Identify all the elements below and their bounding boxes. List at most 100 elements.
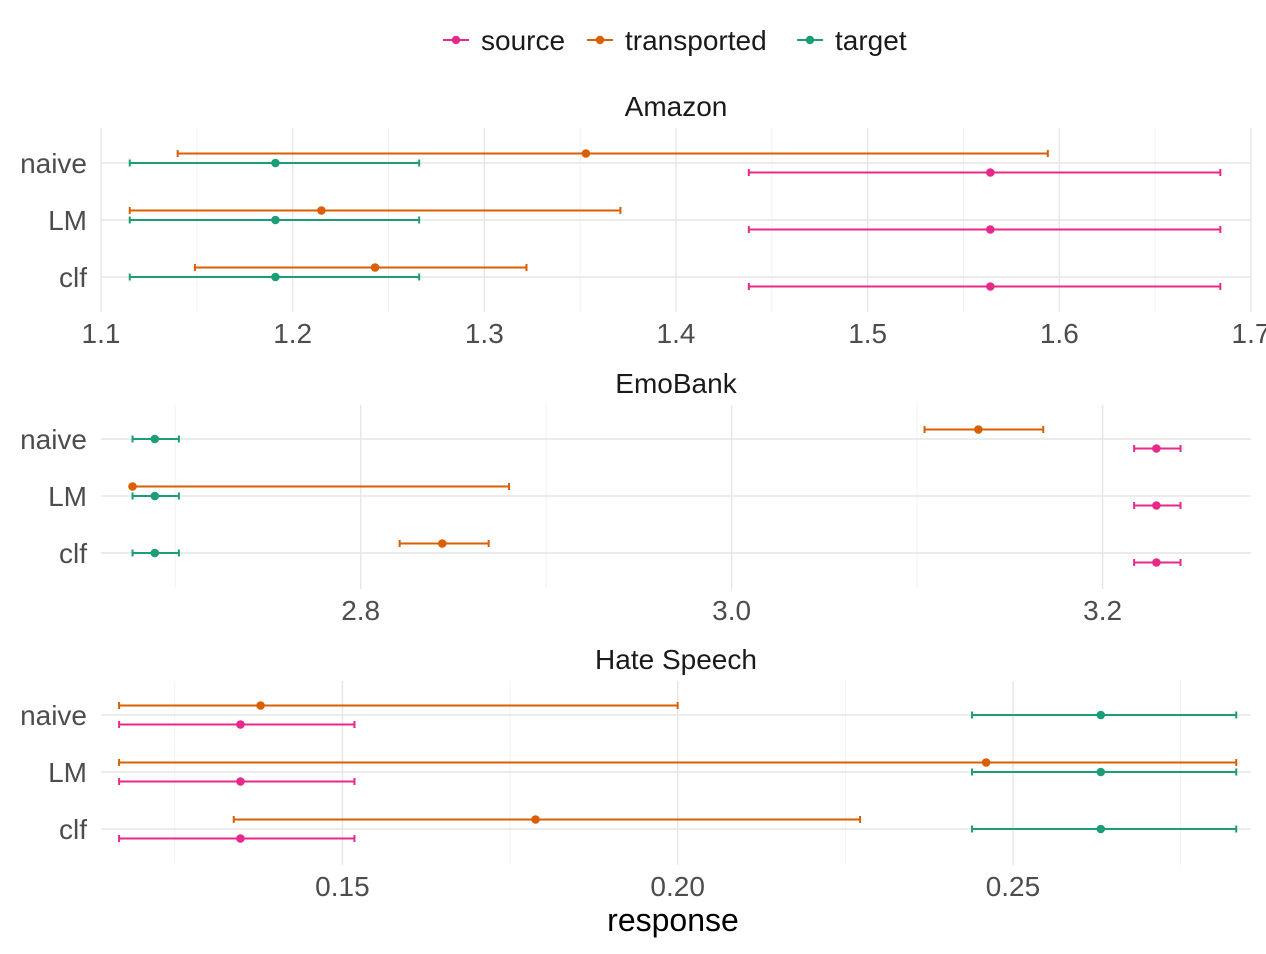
errorbar-transported-clf (232, 815, 862, 824)
errorbar-target-lm (131, 491, 180, 501)
point-estimate (1096, 824, 1106, 834)
errorbar-transported-lm (128, 206, 622, 215)
legend-label: transported (625, 25, 767, 56)
x-tick-label: 1.2 (273, 318, 312, 349)
y-category-label-lm: LM (48, 481, 87, 512)
series-transported (118, 701, 1238, 824)
point-estimate (986, 282, 995, 291)
point-estimate (986, 168, 995, 177)
errorbar-transported-naive (118, 701, 679, 710)
x-axis-title: response (607, 902, 739, 938)
point-estimate (236, 777, 245, 786)
legend-item-target: target (797, 25, 907, 56)
errorbar-target-lm (971, 767, 1238, 777)
errorbar-target-clf (971, 824, 1238, 834)
x-tick-label: 3.2 (1083, 595, 1122, 626)
errorbar-target-naive (128, 158, 421, 168)
legend-key-dot (595, 35, 605, 45)
x-tick-label: 2.8 (341, 595, 380, 626)
point-estimate (150, 548, 160, 558)
errorbar-transported-lm (118, 758, 1238, 767)
point-estimate (150, 491, 160, 501)
point-estimate (1152, 501, 1161, 510)
errorbar-target-naive (131, 434, 180, 444)
x-tick-label: 0.20 (650, 871, 705, 902)
y-category-label-naive: naive (20, 424, 87, 455)
point-estimate (150, 434, 160, 444)
point-estimate (986, 225, 995, 234)
x-tick-label: 1.5 (848, 318, 887, 349)
series-transported (128, 425, 1045, 548)
series-target (971, 710, 1238, 834)
point-estimate (581, 149, 591, 158)
panel-title: EmoBank (615, 368, 737, 399)
point-estimate (974, 425, 983, 434)
point-estimate (1096, 710, 1106, 720)
y-category-label-lm: LM (48, 205, 87, 236)
errorbar-transported-naive (923, 425, 1045, 434)
y-category-label-naive: naive (20, 700, 87, 731)
series-source (747, 168, 1222, 291)
point-estimate (531, 815, 540, 824)
series-source (118, 720, 356, 843)
x-tick-label: 1.1 (82, 318, 121, 349)
errorbar-transported-lm (128, 482, 511, 491)
panel-title: Amazon (625, 91, 728, 122)
y-category-label-clf: clf (59, 814, 87, 845)
point-estimate (1096, 767, 1106, 777)
point-estimate (271, 272, 280, 282)
x-tick-label: 1.3 (465, 318, 504, 349)
legend-item-transported: transported (587, 25, 767, 56)
legend-label: target (835, 25, 907, 56)
legend-key-dot (805, 35, 815, 45)
panel-hate-speech: Hate Speech 0.15 0.20 0.25 naive LM clf (20, 644, 1251, 902)
point-estimate (317, 206, 326, 215)
point-estimate (437, 539, 447, 548)
panel-amazon: Amazon 1.1 1.2 1.3 1.4 1.5 1.6 1.7 naive LM clf (20, 91, 1266, 349)
x-tick-label: 3.0 (712, 595, 751, 626)
point-estimate (1152, 558, 1161, 567)
series-target (131, 434, 180, 558)
y-category-label-clf: clf (59, 538, 87, 569)
errorbar-source-clf (118, 834, 356, 843)
x-tick-label: 0.15 (315, 871, 370, 902)
panel-emobank: EmoBank 2.8 3.0 3.2 naive LM clf (20, 368, 1251, 626)
point-estimate (256, 701, 265, 710)
x-tick-label: 1.6 (1040, 318, 1079, 349)
errorbar-target-lm (128, 215, 421, 225)
errorbar-source-clf (1133, 558, 1182, 567)
legend-label: source (481, 25, 565, 56)
y-category-label-clf: clf (59, 262, 87, 293)
y-category-label-lm: LM (48, 757, 87, 788)
point-estimate (370, 263, 380, 272)
errorbar-source-lm (1133, 501, 1182, 510)
series-source (1133, 444, 1182, 567)
errorbar-source-clf (747, 282, 1222, 291)
errorbar-source-naive (747, 168, 1222, 177)
y-category-label-naive: naive (20, 148, 87, 179)
x-tick-label: 1.7 (1232, 318, 1266, 349)
legend-key-dot (451, 35, 461, 45)
point-estimate (128, 482, 137, 491)
errorbar-transported-clf (193, 263, 528, 272)
legend: source transported target (443, 25, 907, 56)
series-transported (128, 149, 1049, 272)
errorbar-transported-clf (398, 539, 490, 548)
errorbar-transported-naive (176, 149, 1049, 158)
errorbar-target-clf (128, 272, 421, 282)
point-estimate (236, 834, 245, 843)
errorbar-source-naive (118, 720, 356, 729)
errorbar-source-lm (747, 225, 1222, 234)
point-estimate (271, 158, 280, 168)
point-estimate (271, 215, 280, 225)
legend-item-source: source (443, 25, 565, 56)
x-tick-label: 1.4 (657, 318, 696, 349)
gridlines (101, 405, 1251, 589)
errorbar-target-clf (131, 548, 180, 558)
x-tick-label: 0.25 (986, 871, 1041, 902)
panel-title: Hate Speech (595, 644, 757, 675)
errorbar-source-lm (118, 777, 356, 786)
errorbar-target-naive (971, 710, 1238, 720)
errorbar-source-naive (1133, 444, 1182, 453)
